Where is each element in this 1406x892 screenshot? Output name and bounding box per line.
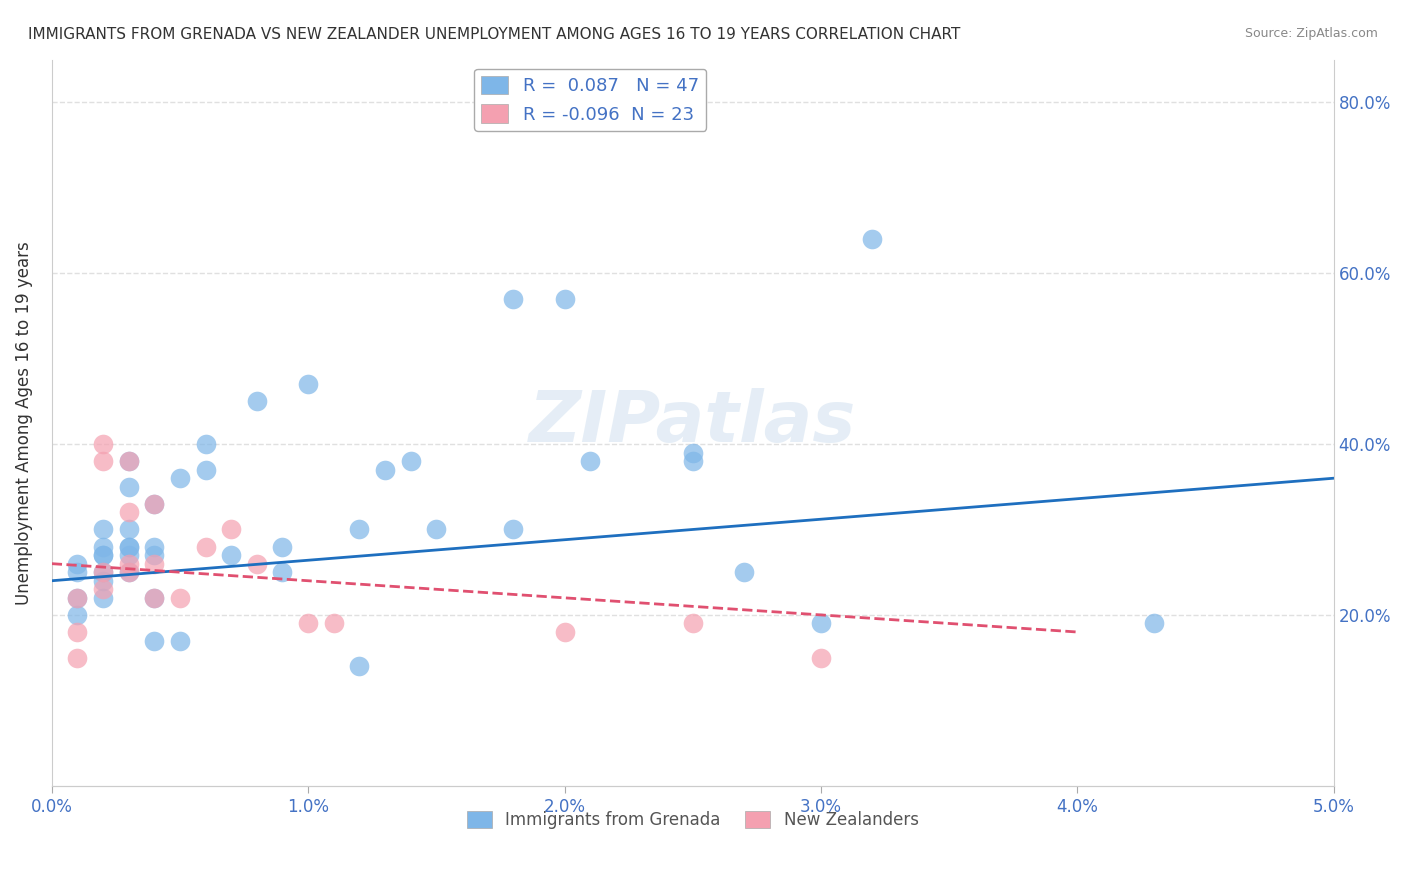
Point	[91, 574, 114, 588]
Point	[66, 625, 89, 640]
Point	[143, 591, 166, 605]
Point	[682, 616, 704, 631]
Point	[143, 497, 166, 511]
Point	[349, 523, 371, 537]
Point	[118, 565, 141, 579]
Y-axis label: Unemployment Among Ages 16 to 19 years: Unemployment Among Ages 16 to 19 years	[15, 241, 32, 605]
Point	[91, 454, 114, 468]
Point	[66, 650, 89, 665]
Point	[502, 523, 524, 537]
Point	[271, 565, 294, 579]
Point	[810, 650, 832, 665]
Text: ZIPatlas: ZIPatlas	[529, 388, 856, 458]
Legend: Immigrants from Grenada, New Zealanders: Immigrants from Grenada, New Zealanders	[460, 804, 925, 836]
Point	[66, 591, 89, 605]
Point	[246, 394, 269, 409]
Point	[91, 437, 114, 451]
Point	[91, 582, 114, 597]
Point	[194, 437, 217, 451]
Point	[425, 523, 447, 537]
Point	[118, 454, 141, 468]
Text: Source: ZipAtlas.com: Source: ZipAtlas.com	[1244, 27, 1378, 40]
Point	[246, 557, 269, 571]
Point	[271, 540, 294, 554]
Point	[91, 548, 114, 562]
Point	[143, 540, 166, 554]
Point	[169, 633, 191, 648]
Point	[118, 540, 141, 554]
Point	[682, 445, 704, 459]
Point	[682, 454, 704, 468]
Point	[169, 471, 191, 485]
Point	[118, 540, 141, 554]
Point	[118, 557, 141, 571]
Point	[91, 540, 114, 554]
Text: IMMIGRANTS FROM GRENADA VS NEW ZEALANDER UNEMPLOYMENT AMONG AGES 16 TO 19 YEARS : IMMIGRANTS FROM GRENADA VS NEW ZEALANDER…	[28, 27, 960, 42]
Point	[118, 454, 141, 468]
Point	[91, 565, 114, 579]
Point	[219, 523, 242, 537]
Point	[91, 548, 114, 562]
Point	[91, 591, 114, 605]
Point	[91, 565, 114, 579]
Point	[579, 454, 602, 468]
Point	[66, 557, 89, 571]
Point	[91, 523, 114, 537]
Point	[143, 497, 166, 511]
Point	[733, 565, 755, 579]
Point	[118, 548, 141, 562]
Point	[118, 565, 141, 579]
Point	[194, 463, 217, 477]
Point	[66, 607, 89, 622]
Point	[322, 616, 344, 631]
Point	[118, 480, 141, 494]
Point	[374, 463, 396, 477]
Point	[297, 616, 319, 631]
Point	[143, 633, 166, 648]
Point	[399, 454, 422, 468]
Point	[553, 625, 575, 640]
Point	[860, 232, 883, 246]
Point	[502, 292, 524, 306]
Point	[553, 292, 575, 306]
Point	[297, 377, 319, 392]
Point	[169, 591, 191, 605]
Point	[118, 505, 141, 519]
Point	[1143, 616, 1166, 631]
Point	[143, 591, 166, 605]
Point	[66, 591, 89, 605]
Point	[194, 540, 217, 554]
Point	[143, 557, 166, 571]
Point	[118, 523, 141, 537]
Point	[219, 548, 242, 562]
Point	[66, 565, 89, 579]
Point	[810, 616, 832, 631]
Point	[349, 659, 371, 673]
Point	[143, 548, 166, 562]
